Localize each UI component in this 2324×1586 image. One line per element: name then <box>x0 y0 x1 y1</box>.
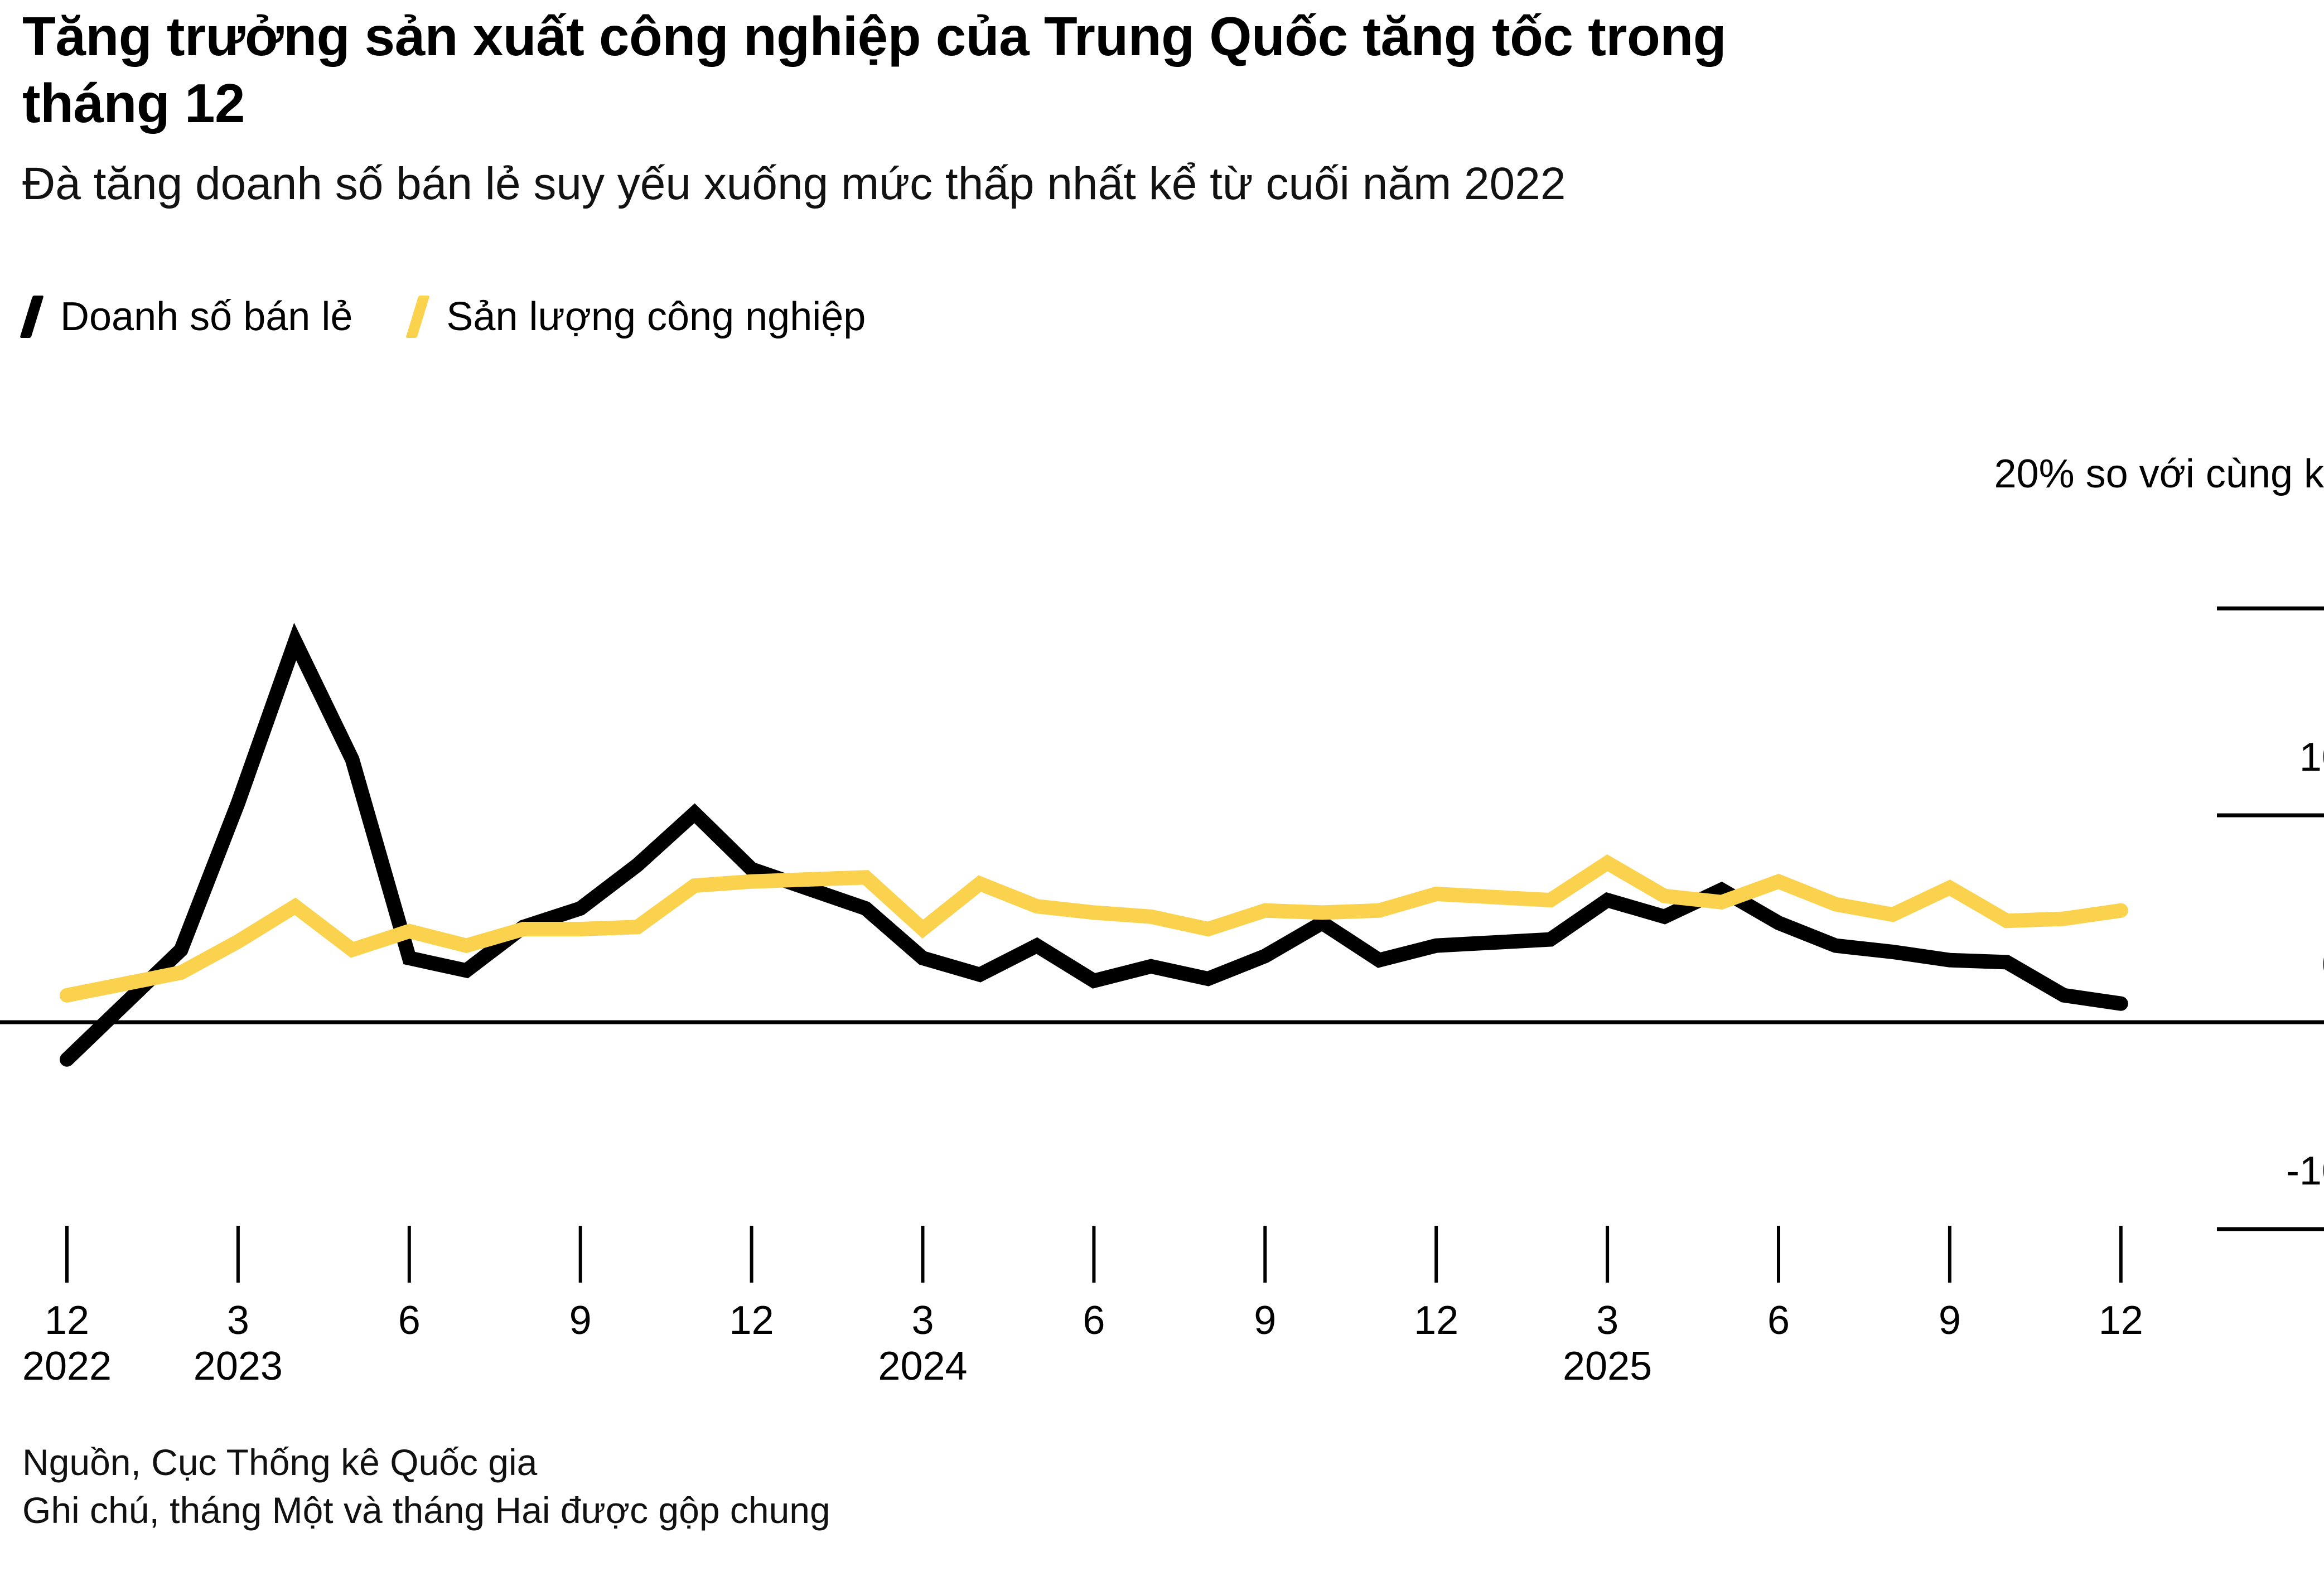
x-tick-year: 2024 <box>878 1344 968 1389</box>
x-tick-month: 3 <box>911 1298 934 1343</box>
source-note: Nguồn, Cục Thống kê Quốc gia <box>22 1442 538 1483</box>
x-tick-label: 6 <box>1767 1299 1790 1342</box>
x-tick-label: 12 <box>729 1299 774 1342</box>
page-subtitle: Đà tăng doanh số bán lẻ suy yếu xuống mứ… <box>22 158 1566 210</box>
x-tick-marks <box>65 1226 2123 1283</box>
x-tick-label: 6 <box>1083 1299 1105 1342</box>
x-tick-month: 6 <box>1767 1298 1790 1343</box>
legend-item-industrial[interactable]: Sản lượng công nghiệp <box>405 294 866 339</box>
chart-legend: Doanh số bán lẻ Sản lượng công nghiệp <box>20 294 866 339</box>
y-tick-label-0: 0 <box>2121 942 2324 988</box>
x-tick-month: 12 <box>44 1298 90 1343</box>
x-tick-label: 6 <box>398 1299 421 1342</box>
gridlines <box>2217 606 2324 1231</box>
x-tick-label: 12 <box>2099 1299 2143 1342</box>
legend-slash-retail-icon <box>20 296 48 338</box>
x-tick-year: 2025 <box>1563 1344 1653 1389</box>
x-tick-label: 3 2024 <box>878 1299 967 1388</box>
x-tick-month: 9 <box>1938 1298 1961 1343</box>
legend-slash-industrial-icon <box>405 296 434 338</box>
y-tick-label-20: 20% so với cùng kỳ <box>1994 452 2324 496</box>
x-tick-month: 12 <box>2098 1298 2143 1343</box>
methodology-note: Ghi chú, tháng Một và tháng Hai được gộp… <box>22 1489 830 1531</box>
x-tick-label: 3 2025 <box>1563 1299 1652 1388</box>
x-tick-month: 9 <box>1254 1298 1277 1343</box>
line-retail-sales <box>60 622 2128 1067</box>
chart-header: Tăng trưởng sản xuất công nghiệp của Tru… <box>22 0 2298 213</box>
x-tick-month: 6 <box>398 1298 421 1343</box>
legend-label-industrial: Sản lượng công nghiệp <box>446 294 866 339</box>
series-lines <box>60 622 2128 1067</box>
x-tick-label: 12 <box>1414 1299 1458 1342</box>
line-industrial-output <box>60 854 2128 1003</box>
y-tick-label-10: 10 <box>2299 735 2324 780</box>
x-tick-label: 9 <box>1254 1299 1276 1342</box>
x-tick-month: 9 <box>569 1298 592 1343</box>
x-tick-month: 12 <box>1414 1298 1459 1343</box>
x-tick-month: 12 <box>729 1298 774 1343</box>
legend-label-retail: Doanh số bán lẻ <box>60 294 353 339</box>
x-tick-month: 3 <box>1596 1298 1619 1343</box>
page-title: Tăng trưởng sản xuất công nghiệp của Tru… <box>22 6 1727 134</box>
chart-footnotes: Nguồn, Cục Thống kê Quốc gia Ghi chú, th… <box>22 1439 830 1535</box>
x-tick-label: 3 2023 <box>194 1299 283 1388</box>
legend-item-retail[interactable]: Doanh số bán lẻ <box>20 294 353 339</box>
x-tick-label: 12 2022 <box>22 1299 112 1388</box>
x-tick-year: 2023 <box>193 1344 283 1389</box>
x-tick-year: 2022 <box>22 1344 112 1389</box>
x-tick-label: 9 <box>569 1299 592 1342</box>
x-tick-month: 6 <box>1083 1298 1105 1343</box>
x-tick-month: 3 <box>226 1298 249 1343</box>
y-tick-label-neg10: -10 <box>2286 1149 2324 1193</box>
x-tick-label: 9 <box>1939 1299 1961 1342</box>
